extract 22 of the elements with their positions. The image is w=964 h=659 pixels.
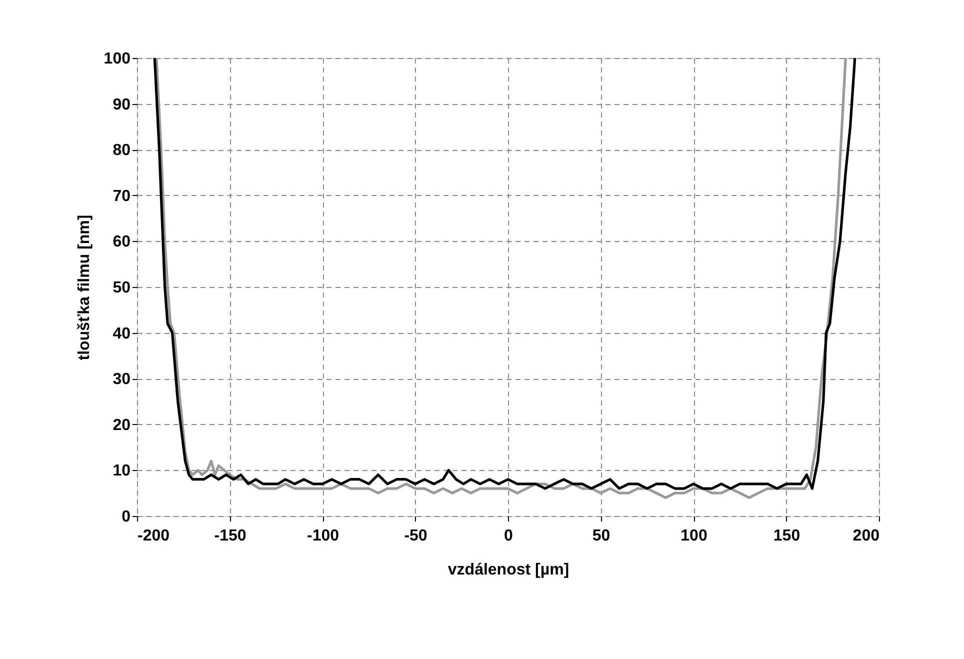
- x-tick-label: 50: [592, 528, 610, 544]
- x-tick-label: 100: [680, 528, 708, 544]
- x-tick-label: -200: [138, 528, 170, 544]
- y-tick-label: 0: [122, 508, 131, 526]
- y-tick-label: 30: [112, 371, 131, 388]
- y-tick-label: 40: [112, 325, 131, 342]
- y-tick-label: 100: [104, 50, 131, 68]
- x-tick-label: 0: [504, 528, 514, 544]
- y-tick-label: 90: [112, 96, 131, 114]
- y-tick-label: 10: [112, 462, 131, 480]
- x-axis-title: vzdálenost [µm]: [448, 562, 570, 578]
- y-axis-title: tloušťka filmu [nm]: [76, 214, 93, 360]
- y-tick-label: 20: [112, 416, 131, 434]
- x-tick-label: -50: [404, 528, 428, 544]
- y-tick-label: 60: [112, 234, 131, 251]
- y-tick-label: 50: [112, 280, 131, 296]
- y-tick-label: 80: [112, 142, 131, 160]
- x-tick-label: 200: [852, 528, 880, 544]
- y-tick-label: 70: [112, 188, 131, 205]
- x-tick-label: -150: [214, 528, 246, 544]
- x-tick-label: -100: [306, 528, 340, 544]
- x-tick-label: 150: [773, 528, 800, 544]
